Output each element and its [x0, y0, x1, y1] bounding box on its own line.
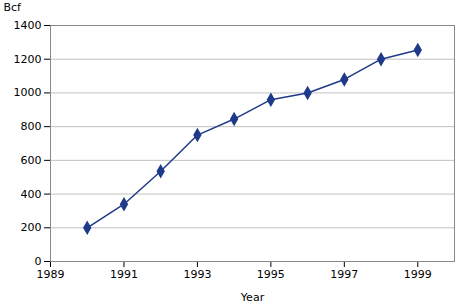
- svg-text:800: 800: [21, 120, 42, 133]
- svg-text:1200: 1200: [14, 53, 42, 66]
- svg-text:0: 0: [35, 255, 42, 268]
- svg-text:600: 600: [21, 154, 42, 167]
- svg-text:1993: 1993: [183, 268, 211, 281]
- svg-text:200: 200: [21, 221, 42, 234]
- svg-text:400: 400: [21, 188, 42, 201]
- svg-text:Bcf: Bcf: [4, 1, 23, 14]
- svg-text:Year: Year: [240, 291, 265, 303]
- svg-text:1989: 1989: [37, 268, 65, 281]
- svg-text:1999: 1999: [404, 268, 432, 281]
- svg-text:1400: 1400: [14, 19, 42, 32]
- svg-text:1000: 1000: [14, 86, 42, 99]
- svg-text:1995: 1995: [257, 268, 285, 281]
- svg-text:1991: 1991: [110, 268, 138, 281]
- svg-text:1997: 1997: [330, 268, 358, 281]
